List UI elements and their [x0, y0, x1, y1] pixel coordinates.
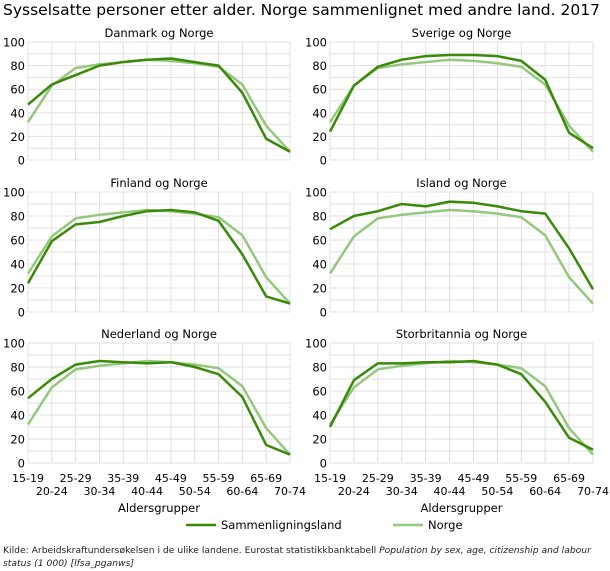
series-line-norge: [26, 208, 291, 305]
x-tick-label: 15-19: [314, 472, 346, 485]
y-tick-label: 100: [305, 186, 327, 200]
x-tick-label: 45-49: [155, 472, 187, 485]
y-tick-label: 0: [320, 154, 327, 168]
panel-title: Nederland og Norge: [101, 327, 217, 341]
x-tick-label: 35-39: [107, 472, 139, 485]
chart-title: Sysselsatte personer etter alder. Norge …: [3, 1, 600, 19]
y-tick-label: 40: [10, 409, 25, 423]
series-line-sammenligningsland: [328, 359, 594, 451]
panel-4: Island og Norge 0 20 40 60 80 100: [305, 176, 595, 320]
y-tick-label: 40: [312, 409, 327, 423]
legend: Sammenligningsland Norge: [186, 518, 463, 532]
panel-3: Finland og Norge 0 20 40 60 80 100: [3, 176, 291, 320]
x-tick-label: 45-49: [457, 472, 489, 485]
y-tick-label: 0: [18, 306, 25, 320]
y-tick-label: 60: [10, 234, 25, 248]
legend-label: Norge: [428, 518, 463, 532]
y-tick-label: 60: [10, 385, 25, 399]
x-axis-label: Aldersgrupper: [118, 501, 200, 515]
y-tick-label: 80: [312, 210, 327, 224]
x-axis-label: Aldersgrupper: [421, 501, 503, 515]
x-tick-label: 60-64: [226, 485, 258, 498]
panel-title: Sverige og Norge: [412, 26, 512, 40]
panel-title: Finland og Norge: [110, 176, 207, 190]
panel-title: Storbritannia og Norge: [396, 327, 527, 341]
x-tick-label: 40-44: [434, 485, 466, 498]
source-text: Kilde: Arbeidskraftundersøkelsen i de ul…: [3, 545, 380, 556]
series-line-sammenligningsland: [26, 208, 291, 305]
y-tick-label: 80: [10, 59, 25, 73]
y-tick-label: 20: [10, 130, 25, 144]
x-tick-label: 65-69: [250, 472, 282, 485]
x-tick-label: 70-74: [274, 485, 306, 498]
source-table-name: Population by sex, age, citizenship and …: [3, 545, 591, 569]
panel-1: Danmark og Norge 0 20 40 60 80 100: [3, 26, 291, 168]
y-tick-label: 60: [312, 83, 327, 97]
y-tick-label: 100: [305, 337, 327, 351]
x-tick-label: 40-44: [131, 485, 163, 498]
y-tick-label: 100: [3, 186, 25, 200]
x-tick-label: 50-54: [481, 485, 513, 498]
x-tick-label: 30-34: [83, 485, 115, 498]
panel-title: Danmark og Norge: [104, 26, 213, 40]
x-tick-label: 60-64: [529, 485, 561, 498]
series-line-norge: [328, 208, 594, 305]
series-line-sammenligningsland: [329, 200, 595, 290]
x-tick-label: 25-29: [60, 472, 92, 485]
x-tick-label: 55-59: [505, 472, 537, 485]
y-tick-label: 100: [305, 36, 327, 50]
y-tick-label: 20: [10, 433, 25, 447]
series-line-norge: [26, 58, 291, 153]
x-tick-label: 30-34: [386, 485, 418, 498]
y-tick-label: 40: [10, 258, 25, 272]
series-line-sammenligningsland: [27, 359, 291, 456]
series-line-sammenligningsland: [328, 53, 594, 150]
y-tick-label: 60: [312, 234, 327, 248]
y-tick-label: 40: [312, 258, 327, 272]
y-tick-label: 100: [3, 36, 25, 50]
y-tick-label: 0: [320, 306, 327, 320]
x-tick-label: 50-54: [179, 485, 211, 498]
y-tick-label: 80: [10, 210, 25, 224]
x-tick-label: 20-24: [36, 485, 68, 498]
series-line-norge: [328, 359, 594, 456]
y-tick-label: 40: [10, 106, 25, 120]
source-note: Kilde: Arbeidskraftundersøkelsen i de ul…: [3, 544, 603, 570]
x-tick-label: 70-74: [577, 485, 609, 498]
x-tick-label: 35-39: [410, 472, 442, 485]
y-tick-label: 100: [3, 337, 25, 351]
panel-5: Nederland og Norge 0 20 40 60 80 100 15-1920-24…: [3, 327, 306, 515]
y-tick-label: 20: [312, 130, 327, 144]
y-tick-label: 0: [320, 457, 327, 471]
x-tick-label: 25-29: [362, 472, 394, 485]
x-tick-label: 55-59: [203, 472, 235, 485]
y-tick-label: 80: [312, 361, 327, 375]
x-tick-label: 15-19: [12, 472, 44, 485]
y-tick-label: 20: [312, 282, 327, 296]
y-tick-label: 0: [18, 154, 25, 168]
y-tick-label: 20: [10, 282, 25, 296]
x-tick-label: 20-24: [338, 485, 370, 498]
series-line-sammenligningsland: [27, 57, 291, 153]
y-tick-label: 60: [312, 385, 327, 399]
panel-2: Sverige og Norge 0 20 40 60 80 100: [305, 26, 594, 168]
y-tick-label: 60: [10, 83, 25, 97]
y-tick-label: 80: [312, 59, 327, 73]
legend-label: Sammenligningsland: [221, 518, 342, 532]
y-tick-label: 40: [312, 106, 327, 120]
panel-title: Island og Norge: [416, 176, 506, 190]
series-line-norge: [26, 359, 291, 456]
x-tick-label: 65-69: [553, 472, 585, 485]
y-tick-label: 20: [312, 433, 327, 447]
y-tick-label: 0: [18, 457, 25, 471]
panel-6: Storbritannia og Norge02040608010015-192…: [305, 327, 609, 515]
y-tick-label: 80: [10, 361, 25, 375]
